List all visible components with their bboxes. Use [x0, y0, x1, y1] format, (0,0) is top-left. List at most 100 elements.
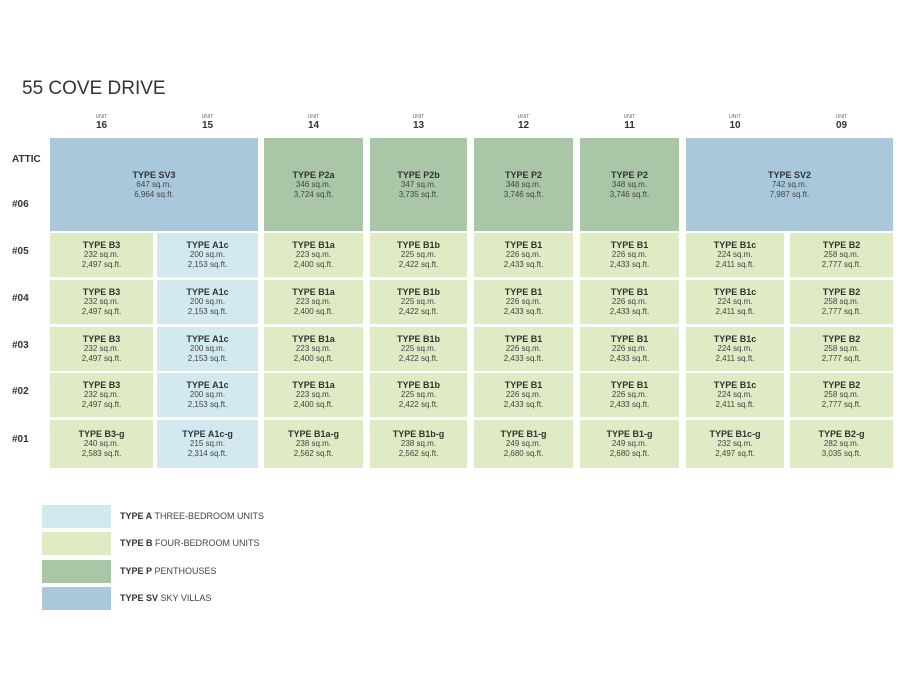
unit-number: 15 — [201, 120, 214, 131]
unit-sqft: 2,497 sq.ft. — [81, 400, 122, 409]
unit-type: TYPE B1c-g — [709, 429, 761, 439]
unit-cell: TYPE B1 226 sq.m. 2,433 sq.ft. — [474, 280, 573, 324]
unit-sqft: 2,314 sq.ft. — [187, 449, 228, 458]
unit-type: TYPE A1c — [186, 334, 229, 344]
unit-sqm: 258 sq.m. — [823, 297, 860, 306]
unit-sqft: 2,400 sq.ft. — [293, 354, 334, 363]
unit-type: TYPE B1-g — [606, 429, 653, 439]
unit-sqm: 226 sq.m. — [505, 250, 542, 259]
unit-type: TYPE P2a — [292, 169, 335, 180]
unit-type: TYPE B2 — [822, 334, 861, 344]
unit-sqft: 2,433 sq.ft. — [503, 400, 544, 409]
unit-cell: TYPE B1b 225 sq.m. 2,422 sq.ft. — [370, 280, 467, 324]
unit-cell: TYPE B1-g 249 sq.m. 2,680 sq.ft. — [474, 420, 573, 468]
unit-type: TYPE A1c — [186, 240, 229, 250]
unit-label: UNIT — [835, 114, 848, 120]
unit-sqm: 223 sq.m. — [295, 297, 332, 306]
unit-sqm: 226 sq.m. — [611, 344, 648, 353]
unit-sqm: 249 sq.m. — [505, 439, 542, 448]
unit-cell: TYPE A1c 200 sq.m. 2,153 sq.ft. — [157, 373, 258, 417]
legend-type: TYPE B — [120, 538, 153, 548]
unit-sqft: 2,497 sq.ft. — [81, 307, 122, 316]
unit-sqm: 223 sq.m. — [295, 390, 332, 399]
unit-cell: TYPE B1 226 sq.m. 2,433 sq.ft. — [580, 373, 679, 417]
unit-type: TYPE B1b-g — [392, 429, 445, 439]
unit-label: UNIT — [412, 114, 425, 120]
unit-type: TYPE B1-g — [500, 429, 547, 439]
unit-number: 12 — [517, 120, 530, 131]
unit-cell: TYPE B2 258 sq.m. 2,777 sq.ft. — [790, 233, 893, 277]
unit-type: TYPE B2 — [822, 240, 861, 250]
unit-sqft: 6,964 sq.ft. — [134, 189, 174, 199]
unit-sqm: 226 sq.m. — [505, 390, 542, 399]
unit-cell: TYPE A1c-g 215 sq.m. 2,314 sq.ft. — [157, 420, 258, 468]
unit-cell: TYPE B1a 223 sq.m. 2,400 sq.ft. — [264, 233, 363, 277]
unit-cell: TYPE B3 232 sq.m. 2,497 sq.ft. — [50, 280, 153, 324]
unit-number: 16 — [95, 120, 108, 131]
unit-type: TYPE B1a — [292, 240, 335, 250]
unit-sqft: 7,987 sq.ft. — [769, 189, 810, 199]
legend-type: TYPE P — [120, 566, 153, 576]
unit-sqft: 2,777 sq.ft. — [821, 354, 862, 363]
unit-sqft: 2,433 sq.ft. — [609, 260, 650, 269]
unit-type: TYPE B1 — [610, 334, 649, 344]
unit-type: TYPE A1c — [186, 287, 229, 297]
floor-label: #03 — [12, 340, 29, 351]
unit-type: TYPE B2-g — [818, 429, 865, 439]
unit-cell: TYPE B1 226 sq.m. 2,433 sq.ft. — [580, 233, 679, 277]
unit-cell: TYPE P2 348 sq.m. 3,746 sq.ft. — [474, 138, 573, 231]
title: 55 COVE DRIVE — [22, 78, 166, 99]
unit-cell: TYPE B1a-g 238 sq.m. 2,562 sq.ft. — [264, 420, 363, 468]
unit-sqft: 2,680 sq.ft. — [609, 449, 650, 458]
unit-sqft: 2,411 sq.ft. — [715, 260, 755, 269]
unit-sqft: 3,735 sq.ft. — [398, 189, 439, 199]
legend-text: TYPE B FOUR-BEDROOM UNITS — [120, 538, 260, 548]
unit-sqm: 258 sq.m. — [823, 250, 860, 259]
unit-sqm: 225 sq.m. — [400, 250, 437, 259]
unit-sqm: 232 sq.m. — [83, 250, 120, 259]
unit-sqm: 282 sq.m. — [823, 439, 860, 448]
unit-sqm: 258 sq.m. — [823, 390, 860, 399]
column-header: UNIT 16 — [82, 114, 122, 131]
unit-type: TYPE B1c — [713, 287, 757, 297]
unit-cell: TYPE B1b 225 sq.m. 2,422 sq.ft. — [370, 233, 467, 277]
floor-label: #04 — [12, 293, 29, 304]
unit-cell: TYPE B1c 224 sq.m. 2,411 sq.ft. — [686, 233, 784, 277]
unit-sqm: 346 sq.m. — [295, 179, 332, 189]
unit-cell: TYPE SV2 742 sq.m. 7,987 sq.ft. — [686, 138, 893, 231]
legend-description: PENTHOUSES — [154, 566, 217, 576]
unit-cell: TYPE B1a 223 sq.m. 2,400 sq.ft. — [264, 327, 363, 371]
unit-sqft: 2,497 sq.ft. — [715, 449, 755, 458]
unit-sqft: 2,497 sq.ft. — [81, 260, 122, 269]
unit-sqft: 2,411 sq.ft. — [715, 307, 755, 316]
unit-type: TYPE B2 — [822, 380, 861, 390]
legend-swatch — [42, 560, 111, 583]
unit-cell: TYPE B1a 223 sq.m. 2,400 sq.ft. — [264, 373, 363, 417]
unit-type: TYPE B1c — [713, 334, 757, 344]
unit-sqft: 2,153 sq.ft. — [187, 400, 228, 409]
unit-sqft: 2,400 sq.ft. — [293, 400, 334, 409]
unit-cell: TYPE B1b-g 238 sq.m. 2,562 sq.ft. — [370, 420, 467, 468]
legend-swatch — [42, 505, 111, 528]
unit-sqm: 226 sq.m. — [505, 344, 542, 353]
unit-type: TYPE B1 — [610, 287, 649, 297]
unit-sqft: 2,777 sq.ft. — [821, 400, 862, 409]
unit-sqft: 3,035 sq.ft. — [821, 449, 862, 458]
unit-sqm: 232 sq.m. — [83, 390, 120, 399]
unit-sqft: 2,153 sq.ft. — [187, 307, 228, 316]
unit-sqft: 2,433 sq.ft. — [503, 354, 544, 363]
unit-number: 13 — [412, 120, 425, 131]
unit-sqm: 200 sq.m. — [189, 250, 226, 259]
unit-sqm: 200 sq.m. — [189, 390, 226, 399]
unit-sqft: 2,777 sq.ft. — [821, 260, 862, 269]
unit-cell: TYPE B1 226 sq.m. 2,433 sq.ft. — [580, 280, 679, 324]
legend-text: TYPE A THREE-BEDROOM UNITS — [120, 511, 264, 521]
unit-cell: TYPE B1c 224 sq.m. 2,411 sq.ft. — [686, 280, 784, 324]
unit-type: TYPE B3-g — [78, 429, 125, 439]
unit-sqm: 224 sq.m. — [717, 344, 753, 353]
unit-sqft: 3,724 sq.ft. — [293, 189, 334, 199]
unit-sqm: 232 sq.m. — [717, 439, 753, 448]
unit-number: 11 — [624, 120, 635, 131]
unit-type: TYPE B1b — [396, 287, 440, 297]
